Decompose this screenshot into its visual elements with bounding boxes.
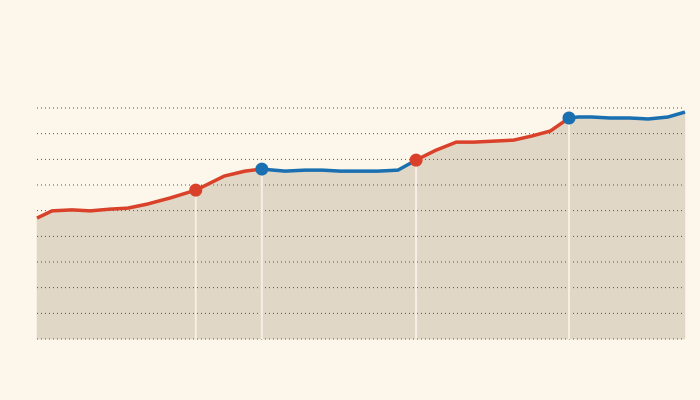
area bbox=[415, 117, 570, 340]
line bbox=[261, 158, 417, 173]
line bbox=[568, 110, 686, 121]
marker bbox=[562, 111, 576, 125]
area bbox=[261, 159, 417, 340]
line bbox=[415, 116, 571, 162]
marker bbox=[189, 183, 203, 197]
area bbox=[568, 111, 686, 340]
line bbox=[36, 167, 263, 220]
marker bbox=[255, 162, 269, 176]
marker bbox=[409, 153, 423, 167]
